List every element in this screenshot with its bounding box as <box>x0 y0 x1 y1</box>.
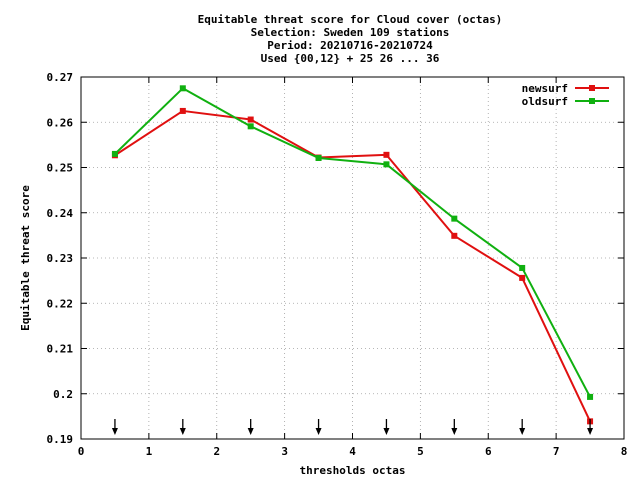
x-tick-label: 3 <box>281 445 288 458</box>
legend-label-oldsurf: oldsurf <box>522 95 568 108</box>
x-tick-label: 8 <box>621 445 628 458</box>
y-tick-label: 0.22 <box>47 297 74 310</box>
grid <box>81 77 624 439</box>
y-tick-label: 0.19 <box>47 433 74 446</box>
threshold-arrow-head <box>247 428 254 435</box>
x-tick-label: 2 <box>213 445 220 458</box>
data-point-oldsurf <box>247 123 254 130</box>
threshold-arrow-head <box>587 428 594 435</box>
threshold-arrow-head <box>383 428 390 435</box>
data-point-newsurf <box>451 232 458 239</box>
data-point-newsurf <box>247 116 254 123</box>
threshold-arrow-head <box>179 428 186 435</box>
y-tick-label: 0.24 <box>47 207 74 220</box>
x-tick-label: 4 <box>349 445 356 458</box>
y-tick-label: 0.27 <box>47 71 74 84</box>
data-point-oldsurf <box>111 150 118 157</box>
plot-frame <box>80 76 625 440</box>
series <box>111 85 594 425</box>
y-tick-label: 0.25 <box>47 162 74 175</box>
data-point-newsurf <box>383 151 390 158</box>
threshold-arrow-head <box>519 428 526 435</box>
x-tick-label: 6 <box>485 445 492 458</box>
data-point-oldsurf <box>451 215 458 222</box>
threshold-arrow-head <box>315 428 322 435</box>
legend-marker-newsurf <box>589 85 595 91</box>
threshold-arrow-head <box>111 428 118 435</box>
data-point-newsurf <box>179 107 186 114</box>
data-point-oldsurf <box>179 85 186 92</box>
title-line: Period: 20210716-20210724 <box>267 39 433 52</box>
y-tick-label: 0.21 <box>47 343 74 356</box>
y-tick-label: 0.2 <box>53 388 73 401</box>
legend-label-newsurf: newsurf <box>522 82 568 95</box>
title-line: Selection: Sweden 109 stations <box>251 26 450 39</box>
threshold-arrow-head <box>451 428 458 435</box>
x-tick-label: 0 <box>78 445 85 458</box>
y-axis-label: Equitable threat score <box>19 185 32 331</box>
axis-ticks: 0 1 2 3 4 5 6 7 8 0.19 0.2 0.21 0.22 0.23 0.24 0.25 0.26… <box>47 71 628 458</box>
data-point-oldsurf <box>519 264 526 271</box>
series-line-oldsurf <box>114 87 591 398</box>
x-tick-label: 7 <box>553 445 560 458</box>
chart-title: Equitable threat score for Cloud cover (… <box>198 13 503 65</box>
data-point-oldsurf <box>383 161 390 168</box>
threshold-markers <box>111 419 594 435</box>
legend-marker-oldsurf <box>589 98 595 104</box>
x-tick-label: 5 <box>417 445 424 458</box>
title-line: Equitable threat score for Cloud cover (… <box>198 13 503 26</box>
x-axis-label: thresholds octas <box>300 464 406 477</box>
title-line: Used {00,12} + 25 26 ... 36 <box>261 52 440 65</box>
x-tick-label: 1 <box>146 445 153 458</box>
series-line-newsurf <box>114 109 591 422</box>
data-point-oldsurf <box>587 393 594 400</box>
y-tick-label: 0.26 <box>47 116 74 129</box>
data-point-newsurf <box>519 274 526 281</box>
data-point-oldsurf <box>315 154 322 161</box>
y-tick-label: 0.23 <box>47 252 74 265</box>
